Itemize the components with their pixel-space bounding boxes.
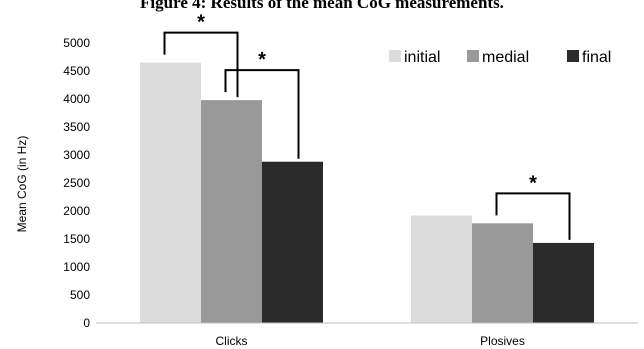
bar-medial-clicks xyxy=(201,100,262,323)
legend-label-initial: initial xyxy=(404,49,440,66)
y-tick-label: 3000 xyxy=(63,148,90,162)
bar-final-clicks xyxy=(262,162,323,323)
bar-initial-clicks xyxy=(140,63,201,323)
y-tick-label: 0 xyxy=(83,316,90,330)
bar-initial-plosives xyxy=(411,215,472,323)
y-tick-label: 2000 xyxy=(63,204,90,218)
legend-swatch-medial xyxy=(467,50,479,62)
significance-star: * xyxy=(258,49,266,71)
y-tick-label: 500 xyxy=(70,288,90,302)
y-tick-label: 4000 xyxy=(63,92,90,106)
legend-label-final: final xyxy=(582,49,611,66)
y-tick-label: 5000 xyxy=(63,36,90,50)
y-axis-ticks: 0 500 1000 1500 2000 2500 3000 3500 4000 4500 5000 xyxy=(63,36,90,330)
significance-star: * xyxy=(529,172,537,194)
y-tick-label: 1000 xyxy=(63,260,90,274)
y-tick-label: 1500 xyxy=(63,232,90,246)
bar-final-plosives xyxy=(533,243,594,323)
legend: initial medial final xyxy=(389,49,611,66)
y-tick-label: 3500 xyxy=(63,120,90,134)
y-axis-title: Mean CoG (in Hz) xyxy=(15,136,29,233)
figure-title: Figure 4: Results of the mean CoG measur… xyxy=(140,0,504,12)
y-tick-label: 4500 xyxy=(63,64,90,78)
x-category-label: Clicks xyxy=(216,334,248,348)
significance-star: * xyxy=(197,12,205,34)
bar-medial-plosives xyxy=(472,223,533,323)
y-tick-label: 2500 xyxy=(63,176,90,190)
x-axis: Clicks Plosives xyxy=(96,323,638,348)
legend-swatch-initial xyxy=(389,50,401,62)
legend-label-medial: medial xyxy=(482,49,529,66)
legend-swatch-final xyxy=(567,50,579,62)
x-category-label: Plosives xyxy=(480,334,525,348)
